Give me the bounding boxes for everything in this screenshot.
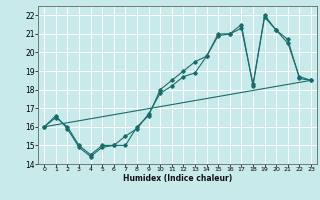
X-axis label: Humidex (Indice chaleur): Humidex (Indice chaleur): [123, 174, 232, 183]
